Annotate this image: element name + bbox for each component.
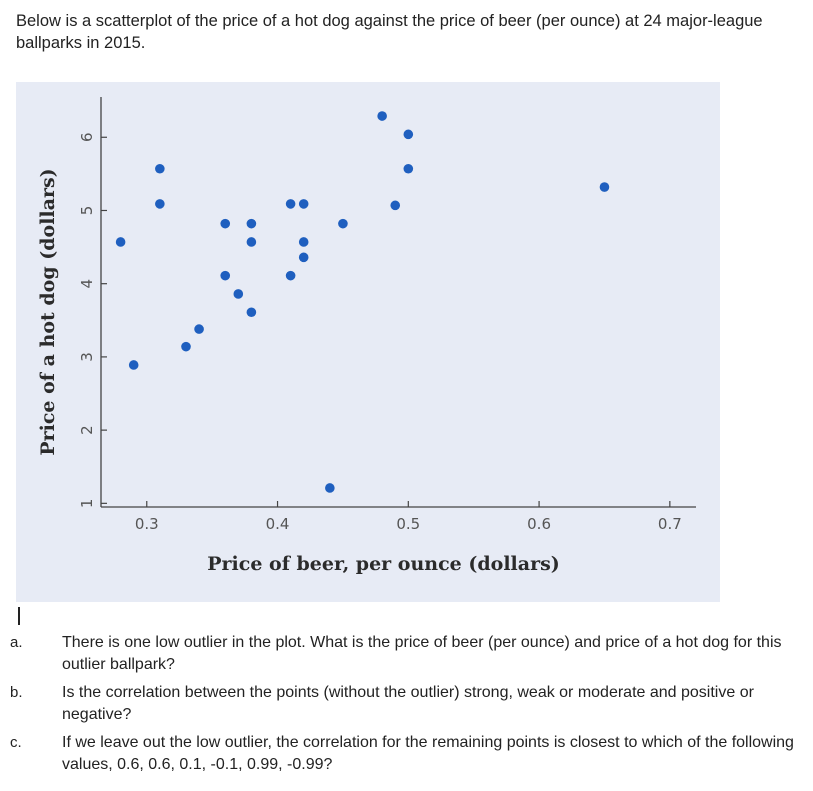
x-axis-title: Price of beer, per ounce (dollars) bbox=[207, 553, 560, 575]
x-tick-label: 0.5 bbox=[396, 515, 420, 533]
data-points bbox=[115, 111, 610, 493]
data-point bbox=[128, 360, 139, 370]
data-point bbox=[181, 341, 191, 352]
x-tick-label: 0.7 bbox=[658, 515, 682, 533]
data-point bbox=[220, 218, 231, 229]
data-point bbox=[298, 199, 309, 209]
data-point bbox=[390, 200, 401, 211]
axes: 0.3 0.4 0.5 0.6 0.7 1 2 3 4 5 6 bbox=[78, 97, 696, 533]
data-point bbox=[403, 163, 414, 174]
scatterplot: 0.3 0.4 0.5 0.6 0.7 1 2 3 4 5 6 Price of beer, per… bbox=[37, 97, 696, 575]
data-point bbox=[246, 307, 257, 318]
data-point bbox=[338, 218, 348, 229]
data-point bbox=[285, 199, 296, 209]
y-axis-title: Price of a hot dog (dollars) bbox=[37, 168, 59, 455]
question-text: There is one low outlier in the plot. Wh… bbox=[62, 634, 782, 673]
data-point bbox=[298, 237, 309, 247]
data-point bbox=[325, 483, 335, 493]
question-text: If we leave out the low outlier, the cor… bbox=[62, 734, 794, 773]
y-tick-label: 6 bbox=[78, 132, 96, 142]
data-point bbox=[599, 182, 610, 192]
data-point bbox=[155, 199, 165, 209]
data-point bbox=[403, 129, 414, 140]
data-point bbox=[220, 270, 231, 281]
scatterplot-panel: 0.3 0.4 0.5 0.6 0.7 1 2 3 4 5 6 Price of beer, per… bbox=[16, 82, 720, 602]
data-point bbox=[377, 111, 387, 121]
question-letter: b. bbox=[10, 684, 23, 701]
data-point bbox=[246, 218, 257, 229]
y-tick-label: 5 bbox=[78, 206, 96, 216]
question-text: Is the correlation between the points (w… bbox=[62, 684, 754, 723]
y-tick-label: 4 bbox=[78, 279, 96, 289]
data-point bbox=[298, 252, 309, 263]
data-point bbox=[246, 237, 257, 247]
x-tick-label: 0.4 bbox=[266, 515, 290, 533]
data-point bbox=[155, 163, 165, 174]
intro-text: Below is a scatterplot of the price of a… bbox=[16, 12, 763, 52]
y-tick-label: 1 bbox=[78, 499, 96, 509]
y-tick-label: 3 bbox=[78, 352, 96, 362]
x-tick-label: 0.6 bbox=[527, 515, 551, 533]
question-letter: a. bbox=[10, 634, 23, 651]
data-point bbox=[285, 270, 296, 281]
x-tick-label: 0.3 bbox=[135, 515, 159, 533]
y-tick-label: 2 bbox=[78, 425, 96, 435]
text-cursor bbox=[18, 607, 20, 625]
question-letter: c. bbox=[10, 734, 22, 751]
data-point bbox=[233, 289, 244, 299]
data-point bbox=[115, 237, 126, 247]
data-point bbox=[194, 324, 204, 334]
